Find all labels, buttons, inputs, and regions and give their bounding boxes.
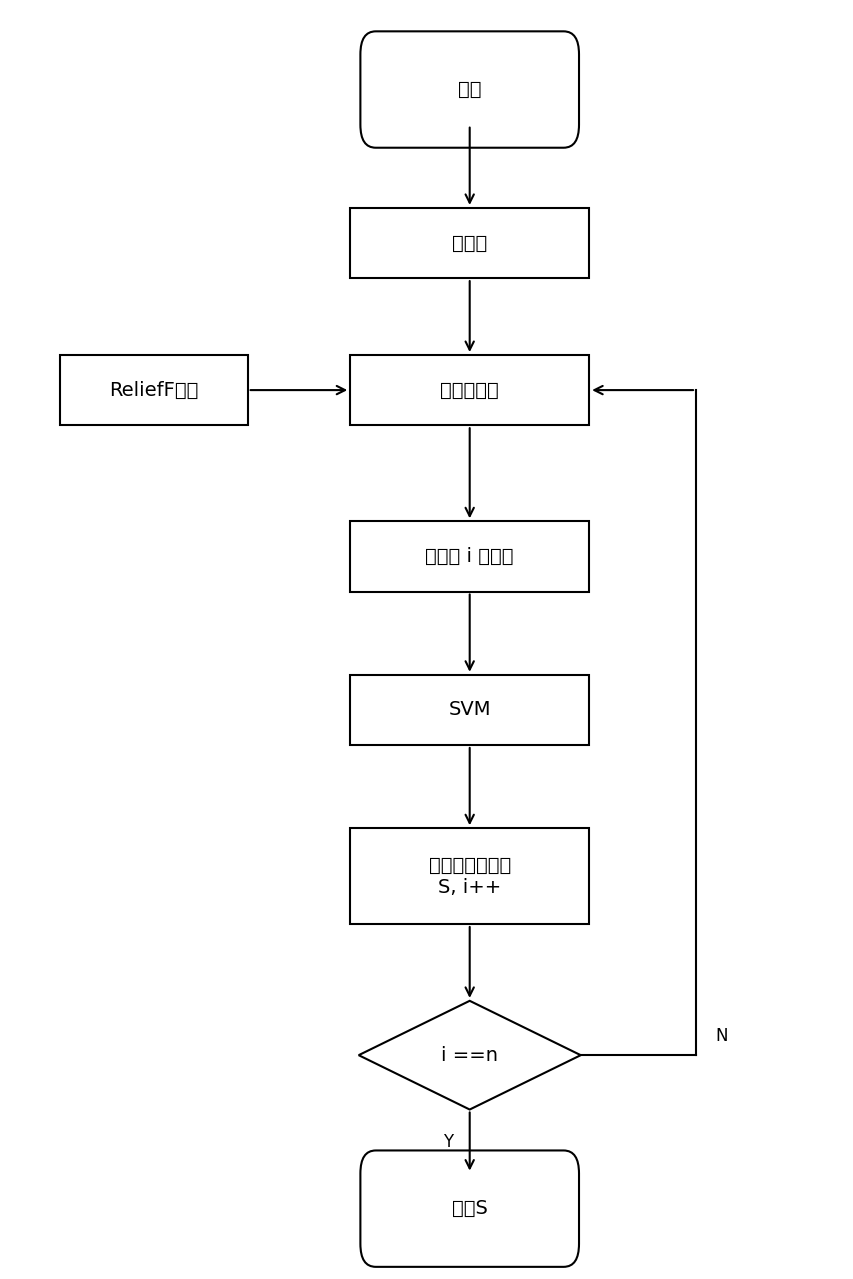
FancyBboxPatch shape [350,354,589,425]
Text: 输出S: 输出S [451,1200,487,1218]
Text: i ==n: i ==n [441,1046,497,1064]
FancyBboxPatch shape [350,675,589,744]
FancyBboxPatch shape [360,1151,578,1266]
Text: 抽取前 i 个子集: 抽取前 i 个子集 [425,547,514,565]
Text: 开始: 开始 [457,81,481,98]
FancyBboxPatch shape [350,207,589,278]
Text: 特征集: 特征集 [451,234,487,252]
Text: 正确率输入集合
S, i++: 正确率输入集合 S, i++ [428,856,510,897]
Text: N: N [715,1027,727,1045]
Text: 按权重排序: 按权重排序 [440,381,498,399]
FancyBboxPatch shape [350,829,589,923]
Text: ReliefF算法: ReliefF算法 [109,381,198,399]
FancyBboxPatch shape [350,522,589,591]
FancyBboxPatch shape [60,354,247,425]
Text: SVM: SVM [448,701,490,719]
Text: Y: Y [443,1132,453,1151]
Polygon shape [358,1000,580,1110]
FancyBboxPatch shape [360,31,578,147]
